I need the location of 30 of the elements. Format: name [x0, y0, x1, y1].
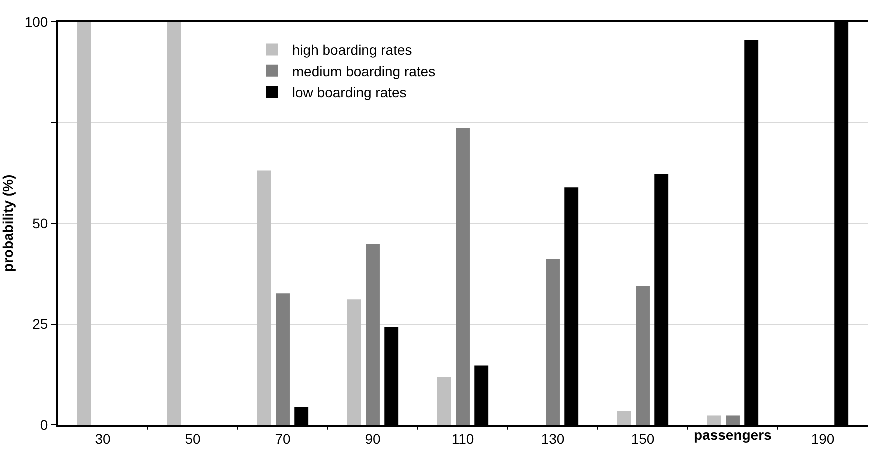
bar: [77, 22, 92, 425]
y-tick-label: 100: [24, 14, 48, 30]
bar: [707, 416, 722, 425]
bar: [456, 128, 470, 425]
y-axis-title: probability (%): [0, 174, 16, 272]
bar: [167, 22, 182, 425]
x-tick-label: 70: [275, 430, 291, 447]
bar: [347, 300, 362, 425]
legend-label: high boarding rates: [292, 42, 412, 58]
bar: [636, 286, 650, 425]
x-tick-label: 150: [631, 430, 655, 447]
legend-label: low boarding rates: [292, 84, 407, 101]
bar: [437, 377, 452, 425]
x-tick-label: 190: [811, 430, 835, 447]
legend-label: medium boarding rates: [292, 63, 436, 80]
x-axis-title: passengers: [694, 427, 772, 443]
bar: [726, 416, 740, 425]
bar: [276, 294, 290, 425]
y-tick-label: 25: [32, 316, 48, 332]
x-tick-label: 30: [95, 430, 111, 447]
x-tick-label: 110: [452, 430, 474, 447]
y-tick-label: 0: [40, 416, 48, 433]
x-tick-label: 50: [185, 430, 201, 447]
bar: [617, 411, 632, 425]
x-tick-label: 130: [541, 430, 565, 447]
y-tick-label: 50: [32, 215, 48, 232]
bar: [366, 244, 380, 425]
bar: [546, 258, 560, 425]
x-tick-label: 90: [365, 430, 381, 447]
bar: [257, 170, 272, 425]
